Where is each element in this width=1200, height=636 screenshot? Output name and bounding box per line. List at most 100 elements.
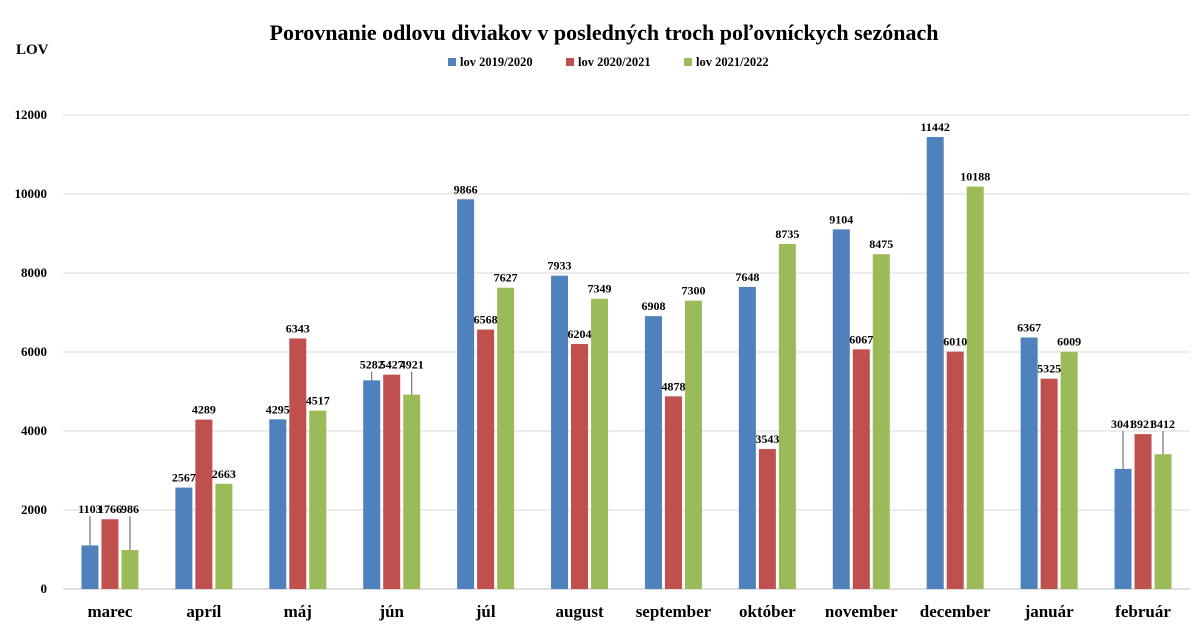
bar-s2021 (403, 394, 421, 589)
data-label: 6568 (474, 313, 498, 327)
bar-s2020 (664, 396, 682, 589)
data-label: 7349 (588, 282, 612, 296)
legend-label: lov 2019/2020 (460, 55, 533, 69)
legend-label: lov 2020/2021 (578, 55, 651, 69)
bar-s2020 (758, 449, 776, 589)
y-tick-label: 6000 (21, 344, 47, 359)
data-label: 8735 (775, 227, 799, 241)
legend-swatch (684, 58, 692, 66)
bar-s2021 (309, 410, 327, 589)
x-tick-label: júl (475, 602, 496, 621)
x-tick-label: marec (87, 602, 132, 621)
x-axis: marec apríl máj jún júl august september októbe… (87, 602, 1171, 621)
data-label: 5325 (1037, 362, 1061, 376)
bar-s2019 (551, 275, 569, 589)
data-label: 6010 (943, 335, 967, 349)
data-label: 6067 (849, 332, 873, 346)
bar-s2021 (778, 243, 796, 589)
bars (81, 137, 1172, 590)
x-tick-label: november (825, 602, 898, 621)
bar-s2019 (1114, 468, 1132, 589)
bar-s2019 (644, 316, 662, 589)
bar-s2021 (497, 287, 515, 589)
label-leader-lines (89, 371, 1164, 551)
bar-s2021 (872, 254, 890, 590)
chart-title: Porovnanie odlovu diviakov v posledných … (270, 20, 939, 45)
bar-s2021 (591, 298, 609, 589)
bar-s2021 (966, 186, 984, 589)
data-label: 4289 (192, 403, 216, 417)
x-tick-label: január (1024, 602, 1075, 621)
bar-s2019 (926, 137, 944, 589)
data-label: 6908 (641, 299, 665, 313)
bar-s2020 (852, 349, 870, 589)
bar-s2019 (1020, 337, 1038, 589)
bar-s2019 (832, 229, 850, 589)
bar-s2021 (121, 550, 139, 589)
bar-s2019 (81, 545, 99, 589)
data-label: 3412 (1151, 417, 1175, 431)
data-label: 4295 (266, 402, 290, 416)
bar-s2021 (1060, 351, 1078, 589)
bar-s2019 (269, 419, 287, 589)
legend-swatch (566, 58, 574, 66)
data-label: 7300 (681, 284, 705, 298)
data-label: 11442 (921, 120, 950, 134)
legend: lov 2019/2020 lov 2020/2021 lov 2021/2022 (448, 55, 769, 69)
bar-s2019 (363, 380, 381, 589)
x-tick-label: máj (284, 602, 312, 621)
x-tick-label: august (555, 602, 604, 621)
x-tick-label: apríl (186, 602, 221, 621)
data-label: 7648 (735, 270, 759, 284)
data-label: 4921 (400, 358, 424, 372)
bar-s2020 (946, 351, 964, 589)
bar-s2019 (175, 487, 193, 589)
x-tick-label: december (920, 602, 991, 621)
x-tick-label: október (739, 602, 796, 621)
x-tick-label: február (1115, 602, 1171, 621)
data-label: 5282 (360, 358, 384, 372)
bar-s2020 (477, 329, 495, 589)
y-tick-label: 4000 (21, 423, 47, 438)
x-tick-label: jún (378, 602, 404, 621)
data-label: 2567 (172, 471, 196, 485)
bar-s2021 (1154, 454, 1172, 589)
bar-s2020 (289, 338, 307, 589)
data-label: 7933 (548, 259, 572, 273)
bar-s2020 (195, 419, 213, 589)
legend-label: lov 2021/2022 (696, 55, 769, 69)
data-label: 6009 (1057, 335, 1081, 349)
data-label: 9104 (829, 212, 853, 226)
data-label: 10188 (960, 170, 990, 184)
data-label: 6367 (1017, 321, 1041, 335)
data-label: 1766 (98, 502, 122, 516)
bar-s2020 (1134, 434, 1152, 589)
y-axis: 0 2000 4000 6000 8000 10000 12000 (15, 107, 48, 596)
bar-s2019 (457, 199, 475, 589)
data-label: 9866 (454, 182, 478, 196)
data-label: 3921 (1131, 417, 1155, 431)
data-label: 3543 (755, 432, 779, 446)
data-label: 8475 (869, 237, 893, 251)
y-tick-label: 0 (41, 581, 48, 596)
data-label: 7627 (494, 271, 518, 285)
data-label: 986 (121, 502, 139, 516)
bar-s2019 (738, 286, 756, 589)
y-tick-label: 12000 (15, 107, 48, 122)
data-label: 6204 (568, 327, 592, 341)
bar-s2020 (101, 519, 119, 589)
y-axis-label: LOV (16, 42, 49, 58)
y-tick-label: 2000 (21, 502, 47, 517)
gridlines (63, 114, 1190, 590)
y-tick-label: 8000 (21, 265, 47, 280)
bar-s2021 (215, 483, 233, 589)
bar-s2021 (684, 300, 702, 589)
data-label: 4878 (661, 379, 685, 393)
bar-s2020 (383, 374, 401, 589)
x-tick-label: september (636, 602, 712, 621)
data-label: 1103 (78, 502, 101, 516)
data-label: 5427 (380, 358, 404, 372)
